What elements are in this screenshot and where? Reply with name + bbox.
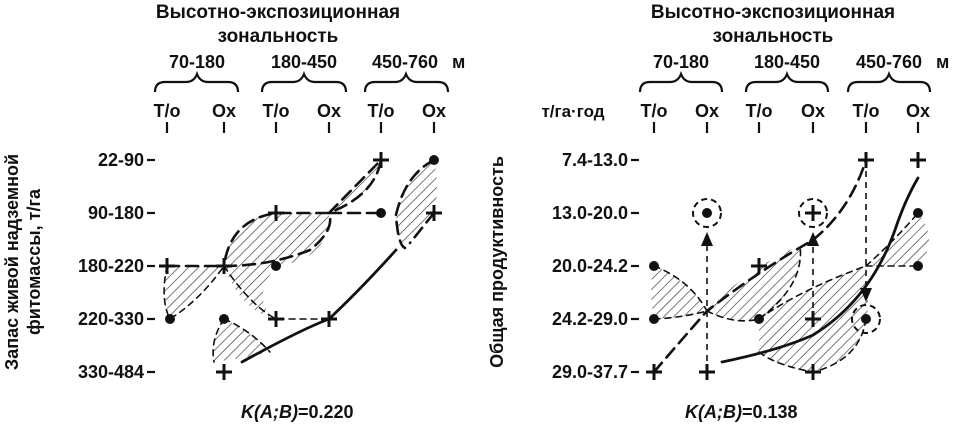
left-y-class-4: 220-330	[78, 309, 144, 329]
left-aspect-ticks	[165, 122, 436, 133]
left-dot-marker	[376, 208, 386, 218]
right-plus-marker	[856, 150, 876, 170]
right-aspect-ticks	[652, 122, 920, 133]
left-y-ticks	[147, 158, 155, 374]
right-boundary-dashed-1	[652, 158, 868, 374]
left-boundary-dashed-2	[327, 156, 383, 215]
right-k-value: =0.138	[742, 402, 798, 422]
left-boundary-dashed-3	[394, 158, 436, 250]
left-title-line2: зональность	[218, 26, 339, 47]
left-boundary-dashed-1	[165, 211, 332, 268]
left-hatched-region-3	[213, 319, 270, 362]
right-dot-marker	[754, 314, 764, 324]
right-hatched-region-1	[651, 266, 707, 319]
left-zone-label-3: 450-760	[372, 52, 438, 72]
left-boundary-thin-1	[223, 265, 330, 320]
right-dot-marker	[702, 208, 712, 218]
right-aspect-1: Т/о	[641, 101, 668, 121]
left-hatched-region-5	[396, 160, 437, 248]
right-plus-marker	[803, 203, 823, 223]
left-zone-braces	[153, 70, 450, 93]
right-dot-marker	[649, 314, 659, 324]
left-panel: Высотно-экспозиционная зональность 70-18…	[2, 2, 465, 422]
right-dot-marker	[913, 261, 923, 271]
right-dashed-circle	[798, 198, 828, 228]
left-dot-marker	[271, 261, 281, 271]
right-dot-marker	[913, 208, 923, 218]
right-boundary-thin-2	[706, 244, 802, 322]
right-aspect-4: Ох	[801, 101, 825, 121]
left-zone-unit: м	[452, 52, 465, 72]
right-aspect-6: Ох	[906, 101, 930, 121]
right-y-class-2: 13.0-20.0	[552, 203, 628, 223]
right-dashed-circle	[851, 304, 881, 334]
right-dot-marker	[861, 314, 871, 324]
right-solid-trend-line	[720, 176, 920, 364]
left-aspect-2: Ох	[212, 101, 236, 121]
right-zone-braces	[638, 70, 932, 93]
left-hatched-region-1	[165, 266, 224, 319]
right-plus-marker	[908, 150, 928, 170]
left-k-prefix: K(A;B)	[241, 402, 298, 422]
right-y-ticks	[631, 158, 639, 374]
left-aspect-4: Ох	[317, 101, 341, 121]
left-dot-marker	[219, 314, 229, 324]
right-y-class-1: 7.4-13.0	[562, 150, 628, 170]
right-y-axis-label: Общая продуктивность	[487, 156, 507, 368]
right-plus-marker	[697, 362, 717, 382]
right-y-class-4: 24.2-29.0	[552, 309, 628, 329]
left-dot-marker	[429, 155, 439, 165]
left-y-axis-label-line2: фитомассы, т/га	[24, 188, 44, 335]
left-y-axis-label-line1: Запас живой надземной	[2, 154, 22, 370]
right-aspect-2: Ох	[695, 101, 719, 121]
left-y-class-5: 330-484	[78, 362, 144, 382]
right-hatched-region-2	[707, 245, 801, 321]
left-y-class-2: 90-180	[88, 203, 144, 223]
right-arrow-1	[701, 232, 713, 372]
right-aspect-3: Т/о	[746, 101, 773, 121]
right-y-class-3: 20.0-24.2	[552, 256, 628, 276]
left-plus-marker	[266, 309, 286, 329]
left-dot-marker	[165, 314, 175, 324]
left-zone-label-2: 180-450	[271, 52, 337, 72]
right-arrow-3	[860, 160, 872, 302]
left-aspect-3: Т/о	[263, 101, 290, 121]
right-k-prefix: K(A;B)	[685, 402, 742, 422]
right-arrow-2	[807, 232, 819, 319]
left-aspect-1: Т/о	[154, 101, 181, 121]
left-hatched-region-2	[224, 213, 330, 319]
right-y-class-5: 29.0-37.7	[552, 362, 628, 382]
right-zone-label-1: 70-180	[653, 52, 709, 72]
left-title-line1: Высотно-экспозиционная	[156, 2, 400, 23]
left-y-class-3: 180-220	[78, 256, 144, 276]
right-zone-label-2: 180-450	[754, 52, 820, 72]
left-y-class-1: 22-90	[98, 150, 144, 170]
right-zone-label-3: 450-760	[856, 52, 922, 72]
right-aspect-5: Т/о	[853, 101, 880, 121]
right-boundary-thin-4	[865, 212, 919, 267]
right-title-line1: Высотно-экспозиционная	[651, 2, 895, 23]
right-panel: Высотно-экспозиционная зональность 70-18…	[487, 2, 949, 422]
right-zone-unit: м	[936, 52, 949, 72]
right-hatched-region-4	[866, 213, 929, 266]
right-title-line2: зональность	[713, 26, 834, 47]
left-k-value: =0.220	[298, 402, 354, 422]
right-unit-label: т/га·год	[541, 102, 604, 121]
right-dot-marker	[649, 261, 659, 271]
left-plus-marker	[214, 362, 234, 382]
left-aspect-5: Т/о	[368, 101, 395, 121]
right-dashed-circle	[692, 198, 722, 228]
left-zone-label-1: 70-180	[169, 52, 225, 72]
left-aspect-6: Ох	[422, 101, 446, 121]
